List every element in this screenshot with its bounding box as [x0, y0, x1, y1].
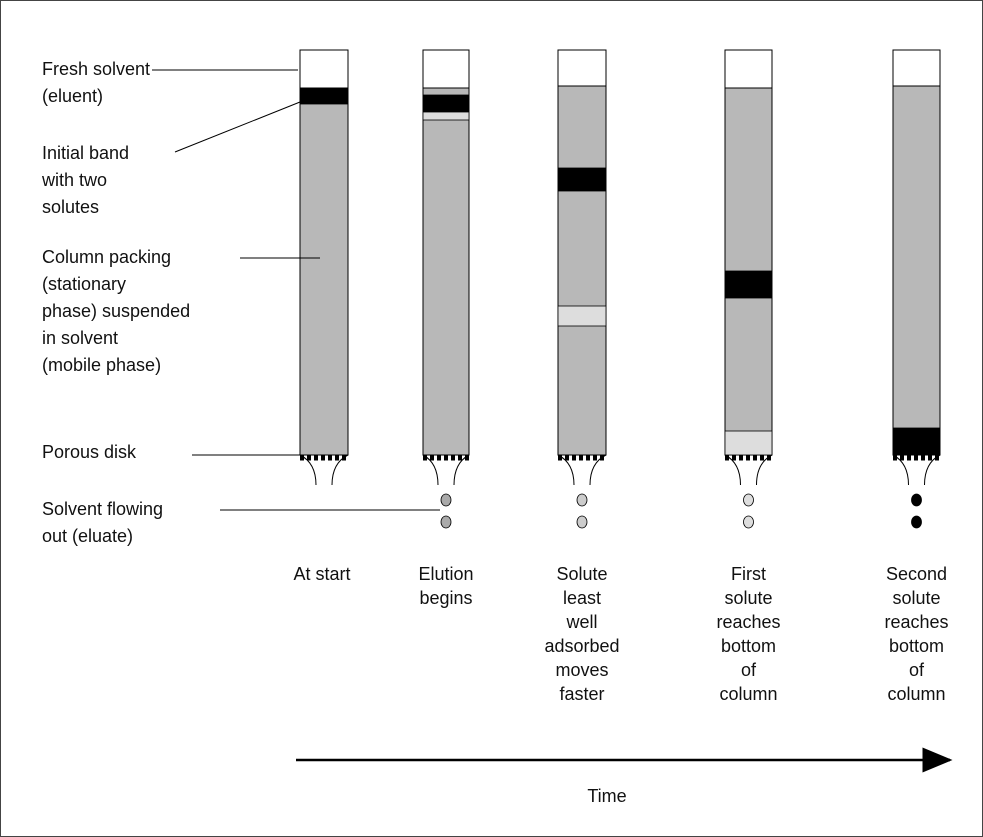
eluate-drop [440, 493, 452, 507]
nozzle [724, 454, 741, 486]
axis-label: Time [587, 786, 626, 806]
annotation: Column packing [42, 247, 171, 267]
solute-band [892, 427, 941, 456]
column-caption: bottom [889, 636, 944, 656]
solute-band [557, 167, 607, 192]
column-solvent [557, 49, 607, 87]
eluate-drop [743, 515, 754, 529]
eluate-drop [576, 515, 588, 529]
column-caption: moves [555, 660, 608, 680]
eluate-drop [911, 515, 922, 529]
annotation: Porous disk [42, 442, 137, 462]
solute-band [422, 94, 470, 113]
nozzle [453, 454, 470, 486]
eluate-drop [440, 515, 452, 529]
nozzle [892, 454, 909, 486]
column-caption: adsorbed [544, 636, 619, 656]
annotation: (eluent) [42, 86, 103, 106]
annotation: Fresh solvent [42, 59, 150, 79]
solute-band [557, 305, 607, 327]
column-caption: well [565, 612, 597, 632]
column-caption: of [741, 660, 757, 680]
eluate-drop [576, 493, 588, 507]
annotation: with two [41, 170, 107, 190]
column-caption: bottom [721, 636, 776, 656]
annotation: out (eluate) [42, 526, 133, 546]
annotation: phase) suspended [42, 301, 190, 321]
column-packing [557, 85, 607, 456]
column-caption: solute [892, 588, 940, 608]
column-packing [422, 87, 470, 456]
nozzle [924, 454, 941, 486]
column-packing [892, 85, 941, 456]
column-solvent [422, 49, 470, 89]
column-caption: faster [559, 684, 604, 704]
solute-band [724, 430, 773, 456]
nozzle [557, 454, 575, 486]
column-caption: of [909, 660, 925, 680]
nozzle [331, 454, 349, 486]
column-solvent [892, 49, 941, 87]
column-caption: Second [886, 564, 947, 584]
column-caption: At start [293, 564, 350, 584]
column-caption: column [719, 684, 777, 704]
eluate-drop [743, 493, 754, 507]
column-caption: reaches [716, 612, 780, 632]
column-packing [299, 87, 349, 456]
nozzle [756, 454, 773, 486]
column-solvent [724, 49, 773, 89]
annotation: Initial band [42, 143, 129, 163]
annotation: solutes [42, 197, 99, 217]
column-caption: solute [724, 588, 772, 608]
column-caption: reaches [884, 612, 948, 632]
annotation: in solvent [42, 328, 118, 348]
nozzle [422, 454, 439, 486]
annotation: Solvent flowing [42, 499, 163, 519]
column-solvent [299, 49, 349, 89]
column-caption: Solute [556, 564, 607, 584]
column-caption: Elution [418, 564, 473, 584]
eluate-drop [911, 493, 922, 507]
annotation: (stationary [42, 274, 126, 294]
column-caption: begins [419, 588, 472, 608]
solute-band [724, 270, 773, 299]
solute-band [299, 87, 349, 105]
nozzle [589, 454, 607, 486]
leader-line [174, 99, 306, 153]
annotation: (mobile phase) [42, 355, 161, 375]
column-caption: least [563, 588, 601, 608]
column-caption: column [887, 684, 945, 704]
solute-band [422, 111, 470, 121]
column-caption: First [731, 564, 766, 584]
nozzle [299, 454, 317, 486]
